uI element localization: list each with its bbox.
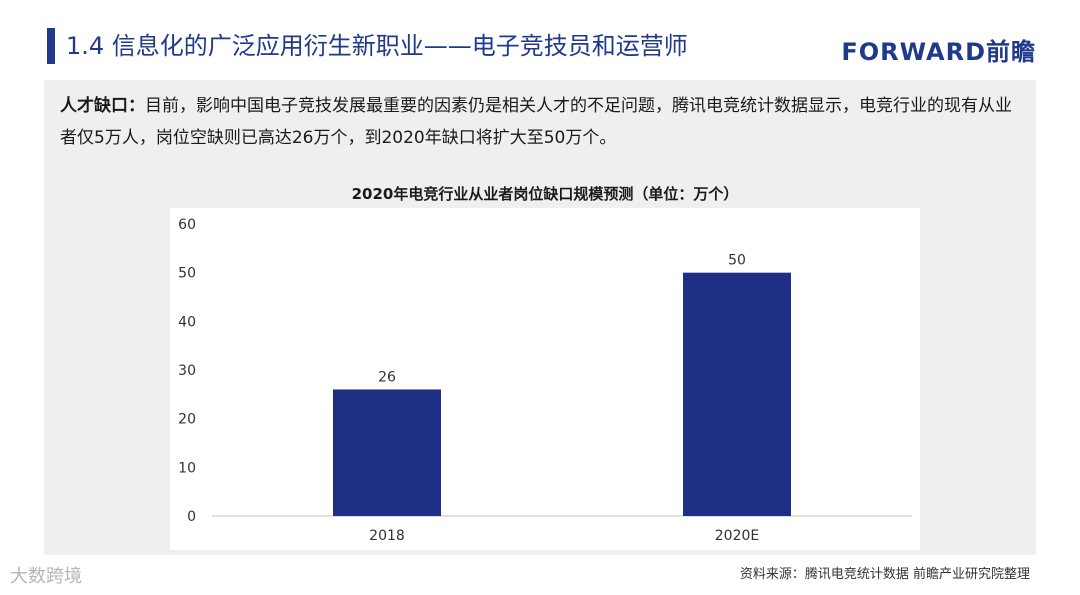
source-note: 资料来源：腾讯电竞统计数据 前瞻产业研究院整理 xyxy=(739,567,1030,582)
y-tick-label: 10 xyxy=(178,460,196,476)
brand-logo: FORWARD前瞻 xyxy=(841,38,1036,66)
y-tick-label: 40 xyxy=(178,314,196,330)
y-tick-label: 30 xyxy=(178,363,196,379)
y-tick-label: 50 xyxy=(178,266,196,282)
page-title: 1.4 信息化的广泛应用衍生新职业——电子竞技员和运营师 xyxy=(66,32,688,60)
data-label: 26 xyxy=(378,369,396,385)
y-tick-label: 0 xyxy=(187,509,196,525)
y-tick-label: 60 xyxy=(178,217,196,233)
intro-paragraph: 人才缺口：目前，影响中国电子竞技发展最重要的因素仍是相关人才的不足问题，腾讯电竞… xyxy=(60,90,1020,154)
bar-2020E xyxy=(683,272,791,516)
chart-title: 2020年电竞行业从业者岗位缺口规模预测（单位：万个） xyxy=(351,185,739,203)
intro-text: 目前，影响中国电子竞技发展最重要的因素仍是相关人才的不足问题，腾讯电竞统计数据显… xyxy=(60,96,1012,148)
y-tick-label: 20 xyxy=(178,412,196,428)
intro-lead: 人才缺口： xyxy=(60,96,145,116)
x-tick-label: 2020E xyxy=(715,528,759,544)
bar-2018 xyxy=(333,389,441,516)
x-tick-label: 2018 xyxy=(369,528,405,544)
data-label: 50 xyxy=(728,253,746,269)
chart-container xyxy=(170,208,920,550)
watermark: 大数跨境 xyxy=(10,566,82,587)
title-accent-bar xyxy=(47,28,55,64)
